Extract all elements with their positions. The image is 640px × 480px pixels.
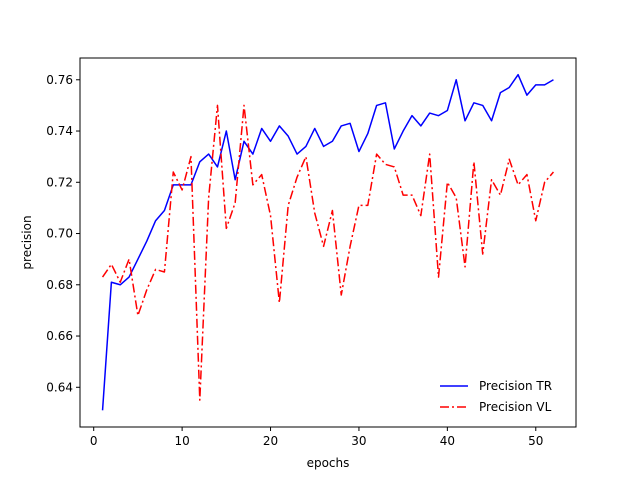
series-line-precision-vl <box>101 104 555 401</box>
legend: Precision TR Precision VL <box>440 379 552 414</box>
x-tick-label: 20 <box>263 434 278 448</box>
y-tick-label: 0.70 <box>46 227 73 241</box>
legend-label-vl: Precision VL <box>479 400 552 414</box>
x-axis-ticks: 0 10 20 30 40 50 <box>90 427 543 448</box>
x-tick-label: 40 <box>440 434 455 448</box>
legend-label-tr: Precision TR <box>479 379 552 393</box>
y-tick-label: 0.76 <box>46 73 73 87</box>
series-line-precision-tr <box>101 73 554 411</box>
y-tick-label: 0.66 <box>46 329 73 343</box>
axes-frame <box>79 57 577 428</box>
x-tick-label: 50 <box>528 434 543 448</box>
x-tick-label: 30 <box>351 434 366 448</box>
x-axis-label: epochs <box>307 456 350 470</box>
plot-area <box>79 57 577 428</box>
x-tick-label: 0 <box>90 434 98 448</box>
y-axis-label: precision <box>20 215 34 269</box>
series-layer <box>101 73 555 411</box>
y-tick-label: 0.74 <box>46 124 73 138</box>
y-tick-label: 0.64 <box>46 380 73 394</box>
y-axis-ticks: 0.64 0.66 0.68 0.70 0.72 0.74 0.76 <box>46 73 80 394</box>
y-tick-label: 0.68 <box>46 278 73 292</box>
axes-background <box>80 58 576 427</box>
y-tick-label: 0.72 <box>46 175 73 189</box>
x-tick-label: 10 <box>174 434 189 448</box>
